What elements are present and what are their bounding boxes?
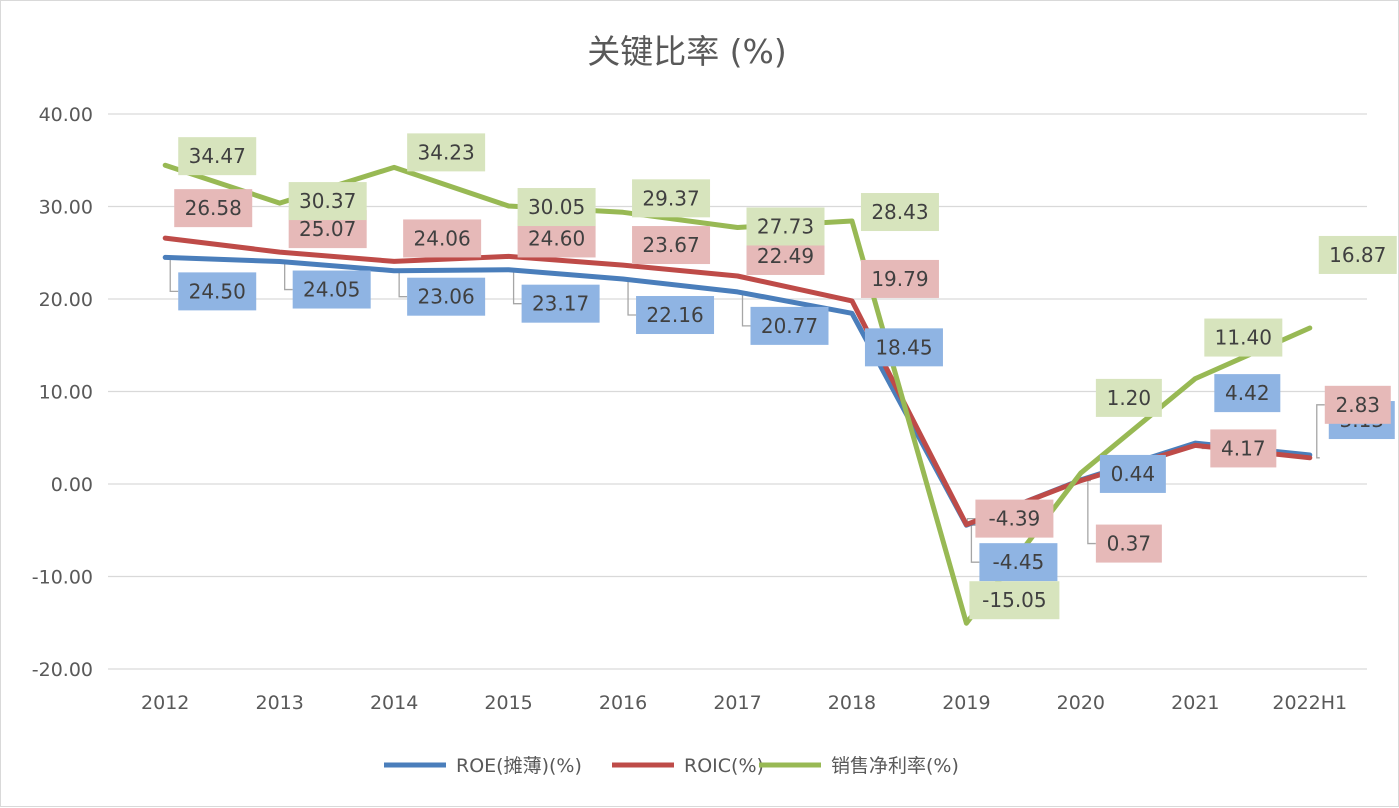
data-label-box [969,581,1060,620]
data-label-box [174,189,253,228]
x-tick-label: 2017 [713,692,761,714]
data-label: 4.42 [1225,381,1270,405]
label-leader-line [284,260,293,291]
y-tick-label: -20.00 [32,659,93,681]
x-tick-label: 2021 [1171,692,1219,714]
data-label: 18.45 [875,335,932,359]
series-line-2 [162,162,1313,626]
x-tick-label: 2013 [256,692,304,714]
label-leader-line [741,291,751,327]
label-leader-line [1087,479,1096,545]
data-label: 29.37 [642,186,699,210]
data-label: 0.37 [1107,532,1152,556]
data-label-box [403,219,482,258]
data-label-box [979,543,1058,582]
data-label: 1.20 [1107,386,1152,410]
data-label: 30.05 [528,195,585,219]
y-tick-label: -10.00 [32,567,93,589]
data-label-box [178,272,257,311]
data-label: 34.47 [189,144,246,168]
data-label: 24.50 [189,279,246,303]
data-label: 20.77 [761,314,818,338]
data-label-box [178,137,257,176]
x-tick-label: 2019 [942,692,990,714]
data-label: 24.05 [303,278,360,302]
data-label: 26.58 [185,196,242,220]
data-label: 16.87 [1329,243,1386,267]
data-label-box [636,296,715,335]
data-label: 34.23 [418,140,475,164]
data-label: 27.73 [757,214,814,238]
x-tick-label: 2015 [484,692,532,714]
data-label-box [860,259,939,298]
data-label: 23.67 [642,233,699,257]
data-label: 24.60 [528,226,585,250]
y-tick-label: 0.00 [51,474,93,496]
x-tick-label: 2018 [828,692,876,714]
data-label-box [746,207,825,246]
data-label-box [632,226,711,265]
chart-title: 关键比率 (%) [587,32,787,71]
data-label: -15.05 [982,588,1046,612]
y-tick-label: 30.00 [39,197,93,219]
data-label-box [1095,378,1162,417]
data-label: -4.45 [993,550,1045,574]
label-leader-line [627,278,637,316]
label-leader-line [169,256,179,293]
data-label: 22.49 [757,244,814,268]
data-labels: 24.50 24.05 23.06 23.17 22.16 20.77 18.45 -4.45… [174,133,1397,620]
data-label: 24.06 [414,226,471,250]
x-tick-label: 2012 [141,692,189,714]
x-tick-label: 2020 [1057,692,1105,714]
data-label-box [1324,385,1391,424]
data-label: 22.16 [646,303,703,327]
y-tick-label: 20.00 [39,289,93,311]
x-tick-label: 2014 [370,692,418,714]
data-label: 4.17 [1221,436,1266,460]
data-label-box [1099,454,1166,493]
y-axis: 40.00 30.00 20.00 10.00 0.00 -10.00 -20.00 [32,104,93,681]
label-leader-line [1316,404,1325,459]
data-label-box [1214,374,1281,413]
data-label-box [517,188,596,227]
data-label: 30.37 [299,189,356,213]
data-label-box [1318,235,1397,274]
data-label: -4.39 [989,507,1041,531]
legend-label: ROIC(%) [684,755,764,777]
data-label-box [864,328,943,367]
data-label: 19.79 [871,267,928,291]
data-label: 0.44 [1111,462,1156,486]
x-axis: 2012 2013 2014 2015 2016 2017 2018 2019 2020 2021… [141,692,1347,714]
data-label-box [1095,524,1162,563]
legend: ROE(摊薄)(%) ROIC(%) 销售净利率(%) [384,755,959,777]
data-label-box [407,277,486,316]
data-label: 23.17 [532,292,589,316]
data-label: 28.43 [871,200,928,224]
y-tick-label: 40.00 [39,104,93,126]
x-tick-label: 2016 [599,692,647,714]
data-label-box [750,306,829,345]
data-label-box [632,179,711,218]
data-label-box [521,284,600,323]
data-label: 23.06 [418,285,475,309]
data-label-box [407,133,486,172]
data-label-box [1204,318,1283,357]
legend-label: ROE(摊薄)(%) [456,755,582,777]
data-label-box [292,270,371,309]
data-label-box [975,499,1054,538]
y-tick-label: 10.00 [39,382,93,404]
x-tick-label: 2022H1 [1272,692,1347,714]
data-label-box [288,182,367,221]
data-label-box [1210,429,1277,468]
legend-label: 销售净利率(%) [831,755,959,777]
label-leader-line [398,270,408,298]
data-label: 2.83 [1336,393,1381,417]
data-label: 25.07 [299,217,356,241]
data-label-box [860,193,939,232]
data-label: 11.40 [1215,326,1272,350]
